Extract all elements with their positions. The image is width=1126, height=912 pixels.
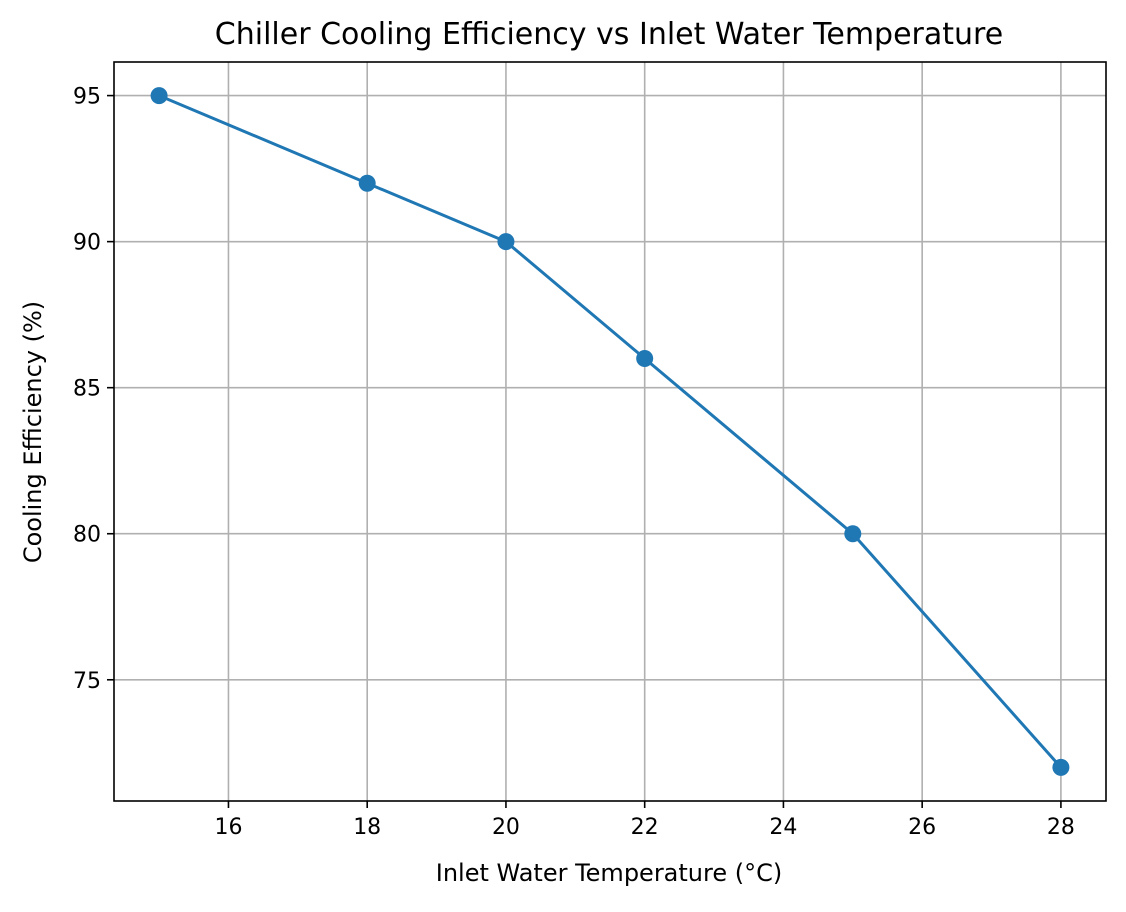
data-point xyxy=(497,233,515,251)
x-axis-title: Inlet Water Temperature (°C) xyxy=(436,859,782,887)
y-tick-label: 85 xyxy=(73,377,101,402)
data-point xyxy=(844,525,862,543)
x-tick-label: 16 xyxy=(214,815,242,840)
y-tick-label: 90 xyxy=(73,231,101,256)
y-axis-ticks: 75 80 85 90 95 xyxy=(73,85,114,694)
data-point xyxy=(150,87,168,105)
plot-area-frame xyxy=(113,61,1107,802)
x-tick-label: 28 xyxy=(1047,815,1075,840)
x-tick-label: 24 xyxy=(769,815,797,840)
x-tick-label: 20 xyxy=(492,815,520,840)
series-layer xyxy=(150,87,1070,776)
x-tick-label: 26 xyxy=(908,815,936,840)
y-axis-title: Cooling Efficiency (%) xyxy=(19,301,47,563)
y-tick-label: 95 xyxy=(73,85,101,110)
grid xyxy=(114,62,1106,801)
y-tick-label: 75 xyxy=(73,669,101,694)
data-point xyxy=(358,174,376,192)
x-axis-ticks: 16 18 20 22 24 26 28 xyxy=(214,801,1075,840)
data-point xyxy=(1052,758,1070,776)
series-line xyxy=(157,93,1064,770)
y-tick-label: 80 xyxy=(73,523,101,548)
chart-title: Chiller Cooling Efficiency vs Inlet Wate… xyxy=(215,17,1003,52)
x-tick-label: 18 xyxy=(353,815,381,840)
x-tick-label: 22 xyxy=(631,815,659,840)
data-point xyxy=(636,349,654,367)
